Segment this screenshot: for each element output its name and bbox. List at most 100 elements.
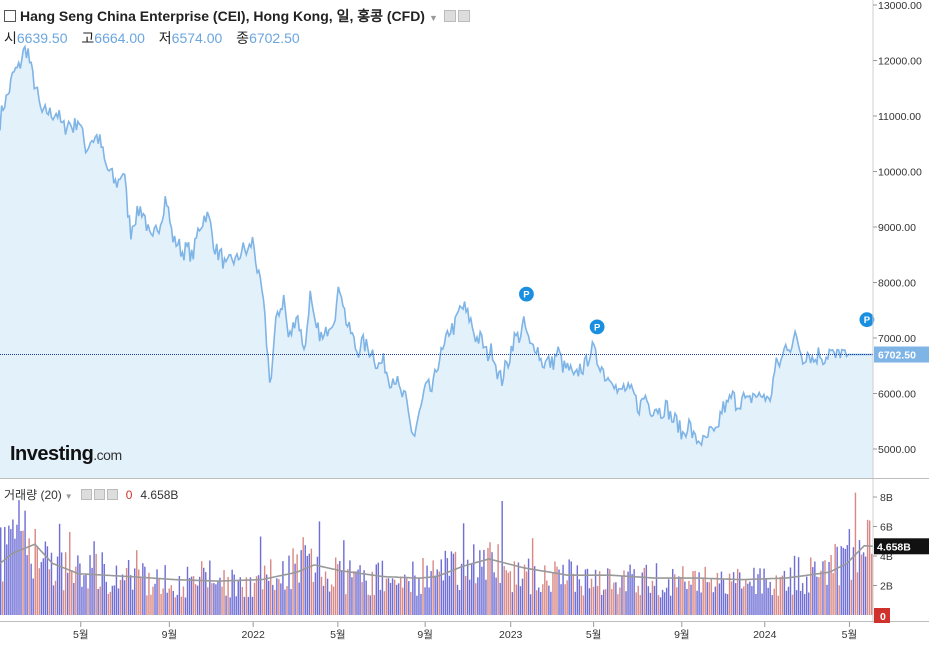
volume-bar: [166, 592, 168, 615]
volume-bar: [117, 588, 120, 615]
volume-header[interactable]: 거래량 (20) ▼ 0 4.658B: [4, 486, 178, 503]
last-price-badge: [874, 346, 929, 363]
volume-bar: [475, 583, 477, 615]
volume-bar: [107, 593, 110, 615]
volume-bar: [519, 586, 522, 615]
volume-bar: [121, 574, 124, 615]
visibility-icon[interactable]: [443, 10, 456, 22]
volume-bar: [779, 577, 782, 615]
volume-bar: [454, 551, 457, 615]
volume-bar: [850, 579, 853, 615]
volume-bar: [221, 586, 223, 615]
volume-bar: [755, 594, 757, 615]
volume-bar: [655, 563, 658, 615]
volume-bar: [775, 575, 777, 615]
volume-bar: [111, 585, 114, 615]
volume-bar: [521, 578, 524, 615]
volume-bar: [42, 558, 45, 615]
volume-bar: [365, 580, 367, 615]
volume-bar: [349, 560, 351, 615]
volume-bar: [686, 589, 688, 615]
event-pin[interactable]: P: [517, 285, 536, 303]
gear-icon[interactable]: [457, 10, 470, 22]
logo-brand: Investing: [10, 443, 94, 465]
volume-bar: [546, 580, 548, 615]
volume-bar: [444, 550, 447, 615]
volume-bar: [239, 577, 241, 615]
volume-tick-label: 6B: [880, 522, 893, 534]
event-pin[interactable]: P: [858, 311, 876, 329]
volume-bar: [808, 592, 810, 615]
volume-bar: [14, 538, 16, 615]
volume-bar: [16, 524, 18, 615]
volume-bar: [483, 549, 485, 615]
volume-bar: [18, 500, 20, 615]
volume-bar: [286, 586, 288, 615]
volume-bar: [369, 595, 371, 615]
volume-bar: [395, 584, 398, 615]
visibility-icon[interactable]: [80, 489, 92, 500]
volume-bar: [856, 572, 859, 615]
volume-bar: [613, 582, 615, 615]
volume-bar: [316, 556, 319, 615]
volume-bar: [753, 567, 755, 615]
volume-bar: [198, 576, 201, 615]
volume-bar: [464, 576, 467, 615]
volume-bar: [722, 579, 725, 615]
volume-bar: [745, 579, 747, 615]
volume-bar: [728, 573, 731, 615]
chevron-down-icon[interactable]: ▼: [428, 13, 438, 23]
volume-bar: [639, 595, 641, 615]
volume-bar: [282, 561, 284, 615]
volume-bar: [485, 579, 487, 615]
volume-bar: [596, 585, 599, 615]
volume-bar: [718, 583, 721, 615]
volume-bar: [205, 572, 207, 615]
volume-bar: [99, 586, 101, 615]
volume-bar: [359, 565, 361, 615]
volume-bar: [127, 560, 130, 615]
event-pin-label: P: [523, 290, 530, 301]
volume-bar: [678, 576, 680, 615]
volume-bar: [176, 594, 179, 615]
volume-bar: [582, 595, 585, 615]
event-markers: P P P: [517, 285, 876, 336]
volume-bar: [381, 560, 384, 615]
volume-bar: [290, 589, 292, 615]
volume-bar: [257, 575, 260, 615]
chart-title[interactable]: Hang Seng China Enterprise (CEI), Hong K…: [4, 6, 470, 26]
volume-bar: [704, 566, 706, 615]
high-value: 6664.00: [94, 30, 145, 46]
chevron-down-icon[interactable]: ▼: [64, 492, 73, 501]
event-pin[interactable]: P: [588, 318, 606, 336]
volume-bar: [767, 587, 769, 615]
volume-bar: [452, 553, 455, 615]
volume-bar: [298, 582, 300, 615]
volume-bar: [570, 561, 572, 615]
volume-bar: [468, 579, 471, 615]
volume-bar: [67, 572, 69, 615]
volume-bar: [60, 552, 63, 615]
volume-bar: [513, 561, 516, 615]
volume-bar: [93, 541, 95, 615]
volume-bar: [527, 558, 530, 615]
volume-bar: [676, 587, 678, 615]
volume-bar: [637, 585, 639, 615]
volume-bar: [2, 581, 4, 615]
gear-icon[interactable]: [93, 489, 105, 500]
volume-bar: [430, 571, 432, 615]
volume-bar: [789, 567, 792, 615]
volume-bar: [241, 587, 244, 615]
volume-bar: [231, 569, 233, 615]
x-tick-label: 5월: [330, 629, 346, 641]
volume-bar: [125, 568, 128, 615]
volume-bar: [615, 582, 617, 615]
volume-bar: [814, 561, 816, 615]
volume-bar: [129, 575, 132, 615]
volume-bar: [410, 591, 412, 615]
volume-bar: [458, 590, 461, 615]
volume-bar: [696, 590, 698, 615]
close-icon[interactable]: [106, 489, 118, 500]
collapse-icon[interactable]: [4, 10, 16, 22]
